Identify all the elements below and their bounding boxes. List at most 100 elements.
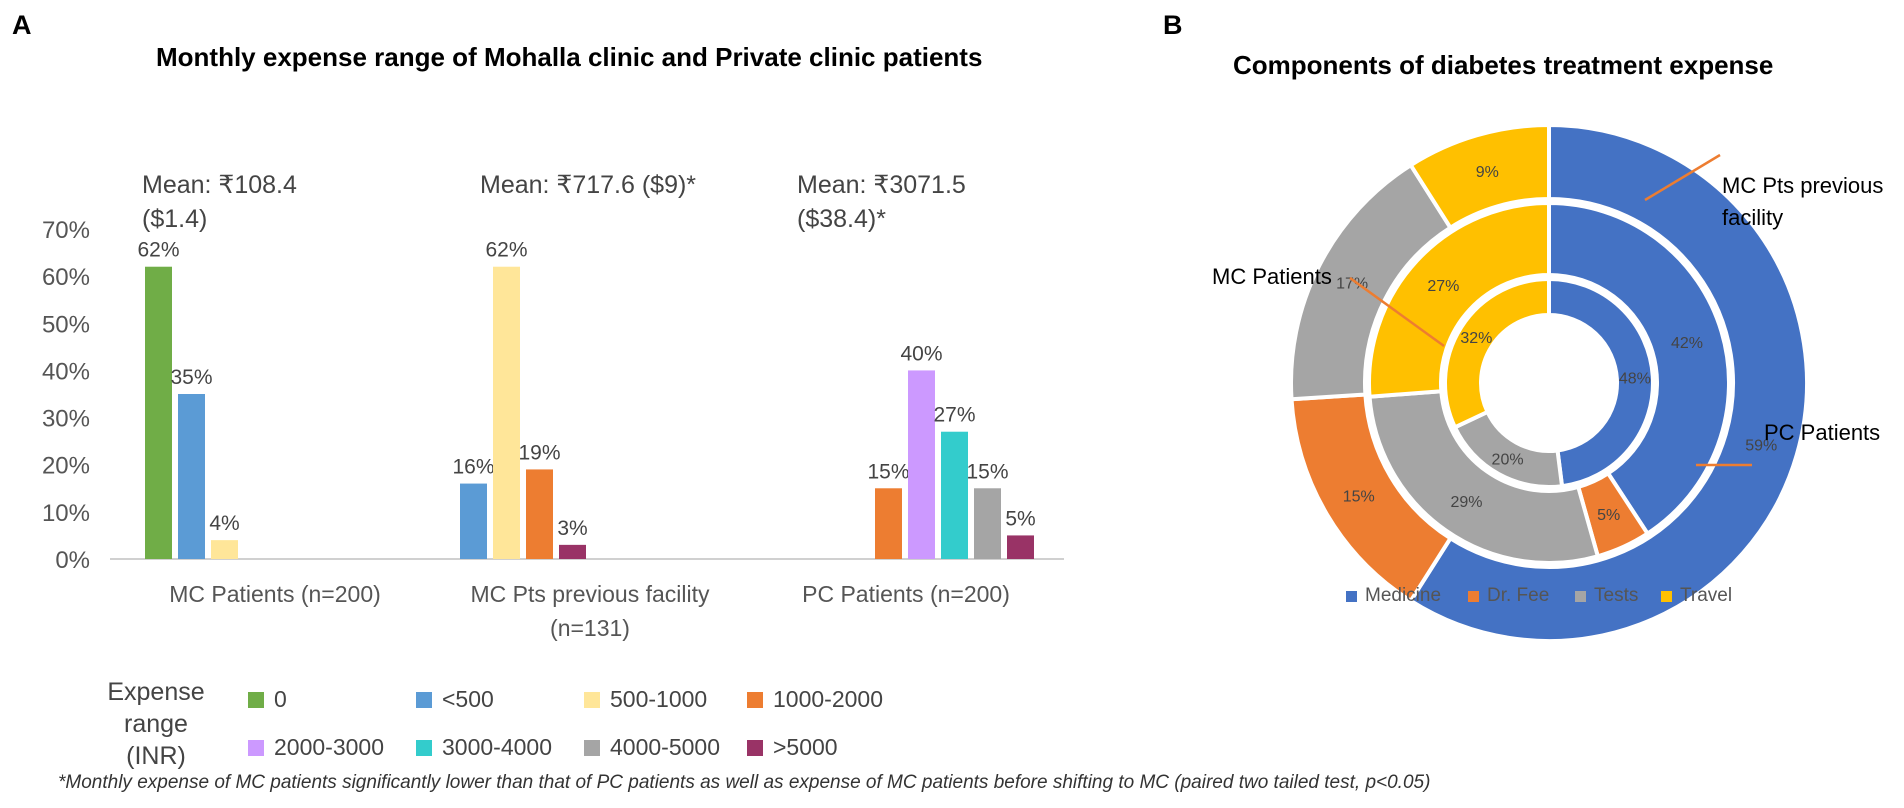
callout-pc-patients: PC Patients	[1764, 420, 1881, 445]
bar-4000-5000	[974, 488, 1001, 559]
donut-slice-Travel	[1367, 200, 1551, 399]
legend-swatch	[747, 739, 763, 756]
bar-data-label: 19%	[518, 441, 560, 464]
y-tick-label: 40%	[42, 358, 90, 385]
bar-data-label: 5%	[1005, 507, 1035, 530]
y-tick-label: 30%	[42, 406, 90, 433]
donut-data-label: 27%	[1427, 278, 1459, 295]
donut-data-label: 15%	[1343, 488, 1375, 505]
bar-chart: 0% 10% 20% 30% 40% 50% 60% 70% 62% 35% 4% 16% 62% 19%…	[42, 217, 1064, 641]
legend-label: Tests	[1594, 585, 1639, 606]
donut-data-label: 29%	[1450, 494, 1482, 511]
bar-<500	[460, 483, 487, 559]
bar-chart-title: Monthly expense range of Mohalla clinic …	[156, 42, 983, 72]
bar->5000	[559, 544, 586, 559]
bar-500-1000	[493, 266, 520, 559]
legend-swatch	[248, 739, 264, 756]
legend-label: 2000-3000	[274, 734, 384, 760]
leader-line-mc-patients	[1349, 276, 1445, 348]
bar-data-label: 16%	[452, 456, 494, 479]
legend-item: >5000	[747, 734, 838, 761]
bar-data-label: 27%	[933, 404, 975, 427]
y-tick-label: 60%	[42, 264, 90, 291]
legend-item: <500	[416, 686, 494, 713]
donut-legend-item: Tests	[1575, 585, 1638, 607]
donut-legend-item: Travel	[1661, 585, 1732, 607]
donut-data-label: 17%	[1336, 276, 1368, 293]
mean-mc-previous: Mean: ₹717.6 ($9)*	[480, 171, 697, 199]
bar-1000-2000	[875, 488, 902, 559]
x-category-label: PC Patients (n=200)	[802, 581, 1010, 607]
bar-500-1000	[211, 540, 238, 559]
mean-pc-patients: Mean: ₹3071.5 ($38.4)*	[797, 171, 966, 233]
donut-slice-Medicine	[1547, 200, 1731, 537]
donut-data-label: 48%	[1619, 371, 1651, 388]
legend-swatch	[584, 739, 600, 756]
donut-slice-Medicine	[1407, 122, 1809, 643]
legend-item: 2000-3000	[248, 734, 384, 761]
donut-data-label: 9%	[1476, 164, 1499, 181]
bar-0	[145, 266, 172, 559]
bar-data-label: 15%	[966, 460, 1008, 483]
legend-swatch	[1575, 590, 1586, 602]
bar-data-label: 62%	[485, 239, 527, 262]
legend-swatch	[1468, 590, 1479, 602]
bar-data-label: 15%	[867, 460, 909, 483]
donut-chart: 59% 15% 17% 9% 42% 5% 29% 27% 48% 20% 32%	[1289, 122, 1809, 643]
legend-label: 4000-5000	[610, 734, 720, 760]
legend-title: Expense range (INR)	[107, 678, 205, 770]
legend-item: 500-1000	[584, 686, 707, 713]
bar-3000-4000	[941, 431, 968, 559]
donut-chart-title: Components of diabetes treatment expense	[1233, 50, 1774, 80]
legend-label: 500-1000	[610, 686, 708, 712]
legend-item: 1000-2000	[747, 686, 883, 713]
donut-slice-Travel	[1407, 122, 1551, 231]
donut-legend-item: Medicine	[1346, 585, 1441, 607]
legend-item: 3000-4000	[416, 734, 552, 761]
bar-data-label: 3%	[557, 517, 587, 540]
bar-2000-3000	[908, 370, 935, 559]
legend-label: Dr. Fee	[1487, 585, 1550, 606]
legend-swatch	[1661, 590, 1672, 602]
callout-mc-previous: MC Pts previous facility	[1722, 173, 1884, 230]
legend-swatch	[584, 691, 600, 708]
bar-data-label: 4%	[209, 512, 239, 535]
panel-a-letter: A	[12, 10, 32, 40]
legend-label: 0	[274, 686, 287, 712]
legend-label: <500	[442, 686, 494, 712]
panel-b-letter: B	[1163, 10, 1183, 40]
donut-slice-Medicine	[1547, 276, 1655, 489]
x-category-label: MC Pts previous facility (n=131)	[470, 581, 710, 641]
mean-mc-patients: Mean: ₹108.4 ($1.4)	[142, 171, 297, 233]
legend-label: Travel	[1680, 585, 1733, 606]
donut-data-label: 20%	[1492, 451, 1524, 468]
donut-data-label: 5%	[1597, 507, 1620, 524]
bar-data-label: 40%	[900, 342, 942, 365]
donut-data-label: 59%	[1745, 438, 1777, 455]
bar-data-label: 35%	[170, 366, 212, 389]
bar->5000	[1007, 535, 1034, 559]
legend-swatch	[1346, 590, 1357, 602]
donut-slice-Tests	[1367, 389, 1601, 565]
legend-item: 0	[248, 686, 287, 713]
legend-label: Medicine	[1365, 585, 1442, 606]
callout-mc-patients: MC Patients	[1212, 264, 1332, 289]
y-tick-label: 10%	[42, 500, 90, 527]
legend-item: 4000-5000	[584, 734, 720, 761]
bar-1000-2000	[526, 469, 553, 559]
x-category-label: MC Patients (n=200)	[169, 581, 381, 607]
footnote: *Monthly expense of MC patients signific…	[58, 772, 1431, 793]
y-tick-label: 50%	[42, 311, 90, 338]
legend-swatch	[416, 691, 432, 708]
y-tick-label: 70%	[42, 217, 90, 244]
y-tick-label: 20%	[42, 453, 90, 480]
donut-data-label: 42%	[1671, 335, 1703, 352]
legend-label: >5000	[773, 734, 838, 760]
legend-swatch	[416, 739, 432, 756]
donut-slice-Travel	[1443, 276, 1551, 430]
donut-data-label: 32%	[1460, 330, 1492, 347]
bar-<500	[178, 394, 205, 559]
bar-data-label: 62%	[137, 239, 179, 262]
donut-legend-item: Dr. Fee	[1468, 585, 1549, 607]
y-tick-label: 0%	[55, 547, 90, 574]
